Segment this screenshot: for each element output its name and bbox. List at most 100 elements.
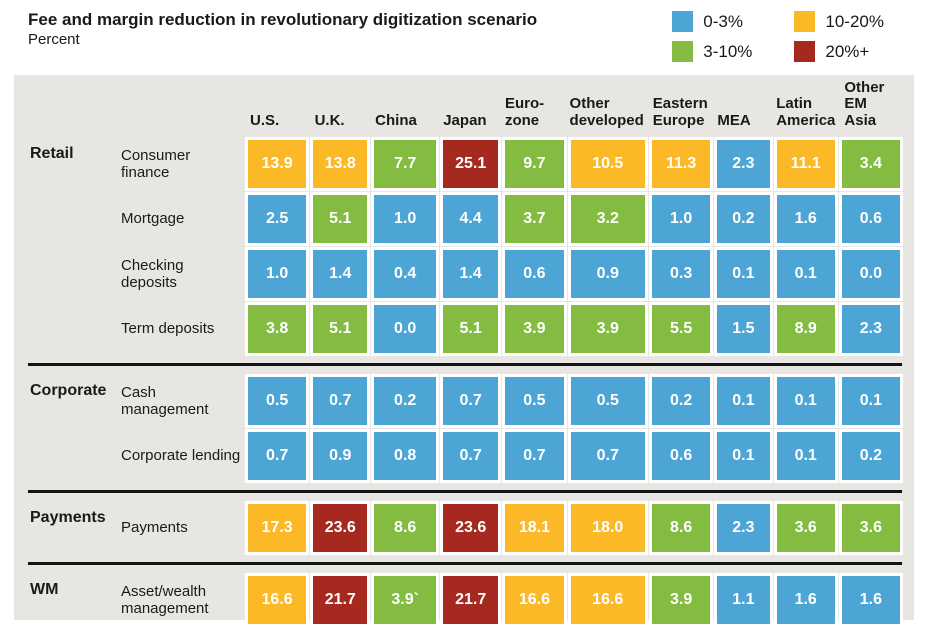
- value-cell: 0.7: [567, 429, 649, 483]
- value-cell: 0.7: [310, 374, 371, 428]
- value-cell: 1.6: [773, 192, 838, 246]
- value-cell: 0.0: [371, 302, 440, 356]
- value-cell: 0.1: [714, 374, 773, 428]
- value-cell: 11.1: [773, 137, 838, 191]
- legend-item: 0-3%: [672, 11, 752, 32]
- value-cell: 3.9: [648, 573, 714, 626]
- value-cell: 0.5: [502, 374, 567, 428]
- value-cell: 0.9: [310, 429, 371, 483]
- value-cell: 4.4: [439, 192, 502, 246]
- value-cell: 0.2: [838, 429, 903, 483]
- value-cell: 21.7: [439, 573, 502, 626]
- group-label: Retail: [30, 145, 74, 162]
- value-cell: 2.3: [714, 501, 773, 555]
- value-cell: 5.1: [310, 192, 371, 246]
- column-header: Eastern Europe: [652, 95, 708, 130]
- section-divider: [28, 562, 902, 565]
- value-cell: 1.0: [371, 192, 440, 246]
- row-label: Asset/wealth management: [121, 582, 209, 617]
- value-cell: 17.3: [244, 501, 310, 555]
- value-cell: 2.3: [838, 302, 903, 356]
- value-cell: 0.2: [714, 192, 773, 246]
- value-cell: 1.4: [439, 247, 502, 301]
- value-cell: 1.1: [714, 573, 773, 626]
- page-header: Fee and margin reduction in revolutionar…: [0, 0, 928, 64]
- value-cell: 18.1: [502, 501, 567, 555]
- value-cell: 5.5: [648, 302, 714, 356]
- row-label: Mortgage: [121, 210, 185, 228]
- yellow-swatch: [794, 11, 816, 32]
- row-label: Checking deposits: [121, 256, 184, 291]
- value-cell: 2.5: [244, 192, 310, 246]
- group-label: WM: [30, 581, 59, 598]
- value-cell: 0.1: [838, 374, 903, 428]
- value-cell: 1.6: [773, 573, 838, 626]
- value-cell: 0.7: [439, 429, 502, 483]
- value-cell: 5.1: [310, 302, 371, 356]
- legend-label: 0-3%: [703, 11, 743, 31]
- value-cell: 16.6: [244, 573, 310, 626]
- legend: 0-3% 3-10% 10-20% 20%+: [672, 11, 884, 62]
- legend-item: 10-20%: [794, 11, 884, 32]
- group-label: Corporate: [30, 382, 107, 399]
- group-label: [30, 195, 114, 243]
- value-cell: 0.7: [502, 429, 567, 483]
- value-cell: 21.7: [310, 573, 371, 626]
- row-label: Payments: [121, 519, 188, 537]
- legend-label: 20%+: [825, 41, 870, 61]
- value-cell: 1.0: [244, 247, 310, 301]
- value-cell: 0.6: [502, 247, 567, 301]
- value-cell: 3.4: [838, 137, 903, 191]
- column-header: Other developed: [569, 95, 644, 130]
- value-cell: 1.5: [714, 302, 773, 356]
- section-corporate: Corporate Cash management 0.5 0.7 0.2 0.7 0.5 0…: [30, 374, 903, 483]
- legend-item: 20%+: [794, 41, 884, 62]
- value-cell: 1.0: [648, 192, 714, 246]
- value-cell: 3.9`: [371, 573, 440, 626]
- value-cell: 0.1: [773, 247, 838, 301]
- value-cell: 3.9: [567, 302, 649, 356]
- row-label: Term deposits: [121, 320, 215, 338]
- row-label: Cash management: [121, 383, 209, 418]
- value-cell: 3.9: [502, 302, 567, 356]
- value-cell: 16.6: [502, 573, 567, 626]
- value-cell: 8.9: [773, 302, 838, 356]
- column-header: Latin America: [776, 95, 836, 130]
- value-cell: 5.1: [439, 302, 502, 356]
- blue-swatch: [672, 11, 694, 32]
- column-header: MEA: [717, 112, 751, 130]
- value-cell: 16.6: [567, 573, 649, 626]
- row-label: Corporate lending: [121, 447, 241, 465]
- heatmap-board: U.S. U.K. China Japan Euro- zone Other develo…: [14, 75, 914, 626]
- value-cell: 13.8: [310, 137, 371, 191]
- group-label: [30, 305, 114, 353]
- column-header: Euro- zone: [504, 95, 545, 130]
- value-cell: 0.7: [244, 429, 310, 483]
- column-header: Japan: [443, 112, 487, 130]
- chart-unit-label: Percent: [28, 31, 80, 49]
- section-divider: [28, 363, 902, 366]
- value-cell: 3.6: [838, 501, 903, 555]
- value-cell: 13.9: [244, 137, 310, 191]
- title-block: Fee and margin reduction in revolutionar…: [28, 9, 537, 51]
- value-cell: 9.7: [502, 137, 567, 191]
- value-cell: 25.1: [439, 137, 502, 191]
- value-cell: 0.6: [648, 429, 714, 483]
- row-label: Consumer finance: [121, 146, 191, 181]
- value-cell: 18.0: [567, 501, 649, 555]
- value-cell: 0.2: [371, 374, 440, 428]
- value-cell: 8.6: [371, 501, 440, 555]
- section-divider: [28, 490, 902, 493]
- column-header: U.S.: [250, 112, 280, 130]
- value-cell: 0.6: [838, 192, 903, 246]
- column-header: Other EM Asia: [844, 78, 885, 130]
- value-cell: 3.6: [773, 501, 838, 555]
- value-cell: 7.7: [371, 137, 440, 191]
- group-label: [30, 250, 114, 298]
- chart-title: Fee and margin reduction in revolutionar…: [28, 10, 538, 29]
- value-cell: 0.9: [567, 247, 649, 301]
- value-cell: 8.6: [648, 501, 714, 555]
- value-cell: 11.3: [648, 137, 714, 191]
- value-cell: 23.6: [310, 501, 371, 555]
- value-cell: 23.6: [439, 501, 502, 555]
